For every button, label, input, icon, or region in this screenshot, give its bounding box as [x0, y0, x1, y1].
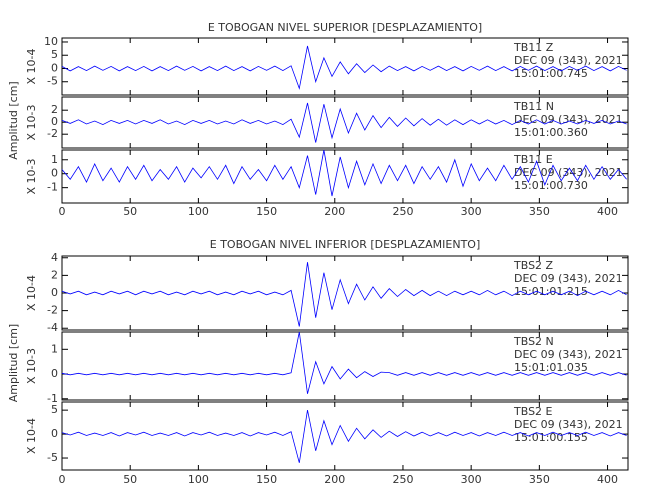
- y-tick-label: 10: [44, 35, 58, 48]
- station-annotation: DEC 09 (343), 2021: [514, 54, 623, 67]
- station-annotation: TB11 N: [513, 100, 554, 113]
- x-tick-label: 400: [597, 205, 618, 218]
- y-tick-label: -2: [47, 304, 58, 317]
- chart-title: E TOBOGAN NIVEL SUPERIOR [DESPLAZAMIENTO…: [208, 21, 482, 34]
- y-tick-label: -5: [47, 451, 58, 464]
- waveform: [61, 149, 627, 197]
- y-tick-label: -1: [47, 392, 58, 405]
- scale-label: X 10-3: [25, 159, 38, 195]
- waveform: [61, 410, 627, 463]
- station-annotation: 15:01:01.035: [514, 361, 588, 374]
- x-tick-label: 100: [188, 473, 209, 486]
- chart-title: E TOBOGAN NIVEL INFERIOR [DESPLAZAMIENTO…: [210, 238, 481, 251]
- y-tick-label: 0: [51, 286, 58, 299]
- station-annotation: 15:01:00.730: [514, 179, 588, 192]
- station-annotation: TB11 Z: [513, 41, 554, 54]
- y-tick-label: 1: [51, 153, 58, 166]
- x-tick-label: 150: [256, 473, 277, 486]
- y-tick-label: 0: [51, 167, 58, 180]
- scale-label: X 10-4: [25, 418, 38, 454]
- y-tick-label: 0: [51, 367, 58, 380]
- x-tick-label: 200: [324, 473, 345, 486]
- y-tick-label: 0: [51, 427, 58, 440]
- x-tick-label: 250: [392, 473, 413, 486]
- y-tick-label: 2: [51, 268, 58, 281]
- x-tick-label: 150: [256, 205, 277, 218]
- station-annotation: DEC 09 (343), 2021: [514, 166, 623, 179]
- y-tick-label: 5: [51, 403, 58, 416]
- y-tick-label: -2: [47, 127, 58, 140]
- y-tick-label: 0: [51, 115, 58, 128]
- station-annotation: 15:01:00.745: [514, 67, 588, 80]
- y-tick-label: 0: [51, 61, 58, 74]
- scale-label: X 10-3: [25, 348, 38, 384]
- x-tick-label: 250: [392, 205, 413, 218]
- waveform: [61, 102, 627, 143]
- scale-label: X 10-4: [25, 49, 38, 85]
- y-tick-label: -1: [47, 181, 58, 194]
- y-tick-label: 2: [51, 103, 58, 116]
- y-axis-label: Amplitud [cm]: [7, 324, 20, 402]
- x-tick-label: 100: [188, 205, 209, 218]
- waveform: [61, 262, 627, 327]
- station-annotation: DEC 09 (343), 2021: [514, 348, 623, 361]
- station-annotation: 15:01:00.360: [514, 126, 588, 139]
- subplot-frame: [61, 401, 629, 471]
- station-annotation: TBS2 N: [513, 335, 554, 348]
- station-annotation: TB11 E: [513, 153, 553, 166]
- scale-label: X 10-4: [25, 275, 38, 311]
- x-tick-label: 0: [59, 205, 66, 218]
- x-tick-label: 400: [597, 473, 618, 486]
- station-annotation: DEC 09 (343), 2021: [514, 272, 623, 285]
- x-tick-label: 50: [123, 205, 137, 218]
- station-annotation: TBS2 E: [513, 405, 553, 418]
- station-annotation: DEC 09 (343), 2021: [514, 113, 623, 126]
- waveform: [61, 45, 627, 90]
- x-tick-label: 300: [461, 205, 482, 218]
- x-tick-label: 200: [324, 205, 345, 218]
- x-tick-label: 0: [59, 473, 66, 486]
- x-tick-label: 350: [529, 473, 550, 486]
- y-tick-label: -5: [47, 75, 58, 88]
- subplot-frame: [61, 331, 629, 401]
- waveform: [61, 331, 627, 394]
- y-tick-label: -4: [47, 321, 58, 334]
- subplot-frame: [61, 149, 629, 204]
- y-tick-label: 1: [51, 342, 58, 355]
- scale-label: X 10-3: [25, 105, 38, 141]
- station-annotation: 15:01:01.215: [514, 285, 588, 298]
- x-tick-label: 300: [461, 473, 482, 486]
- y-tick-label: 5: [51, 48, 58, 61]
- x-tick-label: 50: [123, 473, 137, 486]
- y-axis-label: Amplitud [cm]: [7, 81, 20, 159]
- station-annotation: DEC 09 (343), 2021: [514, 418, 623, 431]
- x-tick-label: 350: [529, 205, 550, 218]
- station-annotation: TBS2 Z: [513, 259, 554, 272]
- y-tick-label: 4: [51, 251, 58, 264]
